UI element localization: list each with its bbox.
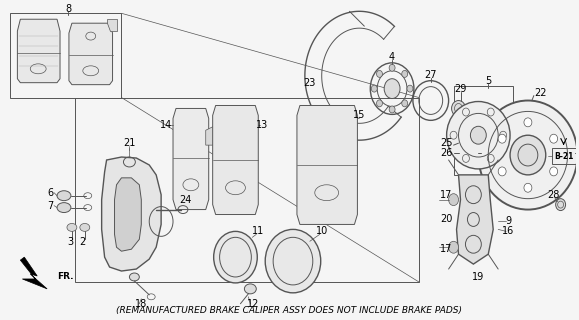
Ellipse shape [402,70,408,77]
Ellipse shape [57,191,71,201]
Text: 18: 18 [135,299,148,309]
Text: 19: 19 [472,272,485,282]
Polygon shape [173,108,208,210]
Text: 4: 4 [389,52,395,62]
Polygon shape [20,257,47,289]
Polygon shape [297,106,357,224]
Ellipse shape [498,167,506,176]
Text: 17: 17 [441,244,453,254]
Ellipse shape [449,194,459,206]
Ellipse shape [524,183,532,192]
Text: 28: 28 [548,190,560,200]
Ellipse shape [446,101,510,169]
Ellipse shape [556,199,566,211]
Polygon shape [107,19,116,31]
Text: 8: 8 [65,4,71,14]
Polygon shape [115,178,141,251]
Ellipse shape [376,100,383,107]
Polygon shape [102,157,161,271]
Text: 20: 20 [441,214,453,224]
Polygon shape [456,175,493,264]
Text: 14: 14 [160,120,172,130]
Ellipse shape [524,118,532,127]
Ellipse shape [470,126,486,144]
Text: 10: 10 [316,226,328,236]
Ellipse shape [478,100,577,210]
Text: 6: 6 [47,188,53,198]
Bar [453,86,513,175]
Ellipse shape [402,100,408,107]
Ellipse shape [371,85,378,92]
Bar [552,148,577,164]
Text: 7: 7 [47,201,53,211]
Ellipse shape [67,223,77,231]
Text: 11: 11 [252,226,265,236]
Ellipse shape [389,106,395,113]
Ellipse shape [384,79,400,99]
Ellipse shape [57,203,71,212]
Ellipse shape [452,100,466,116]
Polygon shape [69,23,112,85]
Ellipse shape [518,144,538,166]
Ellipse shape [407,85,413,92]
Ellipse shape [214,231,257,283]
Polygon shape [17,19,60,83]
Ellipse shape [389,64,395,71]
Ellipse shape [449,241,459,253]
Ellipse shape [244,284,256,294]
Text: 29: 29 [455,84,467,94]
Text: (REMANUFACTURED BRAKE CALIPER ASSY DOES NOT INCLUDE BRAKE PADS): (REMANUFACTURED BRAKE CALIPER ASSY DOES … [116,306,462,315]
Text: B-21: B-21 [554,152,573,161]
Text: 17: 17 [441,190,453,200]
Text: 23: 23 [303,78,316,88]
Ellipse shape [549,134,558,143]
Ellipse shape [510,135,546,175]
Text: 5: 5 [485,76,492,86]
Text: 9: 9 [505,216,511,227]
Text: 15: 15 [353,110,365,120]
Text: 24: 24 [179,195,192,205]
Polygon shape [212,106,258,214]
Text: 26: 26 [441,148,453,158]
Ellipse shape [376,70,383,77]
Ellipse shape [549,167,558,176]
Text: 22: 22 [534,88,547,98]
Text: 2: 2 [80,237,86,247]
Text: 27: 27 [424,70,437,80]
Ellipse shape [80,223,90,231]
Text: 13: 13 [256,120,268,130]
Polygon shape [206,125,215,145]
Text: 25: 25 [441,138,453,148]
Text: 21: 21 [123,138,135,148]
Text: 12: 12 [247,299,259,309]
Text: 3: 3 [67,237,73,247]
Ellipse shape [129,273,140,281]
Ellipse shape [265,229,321,293]
Text: FR.: FR. [57,272,74,282]
Text: 16: 16 [502,226,514,236]
Ellipse shape [498,134,506,143]
